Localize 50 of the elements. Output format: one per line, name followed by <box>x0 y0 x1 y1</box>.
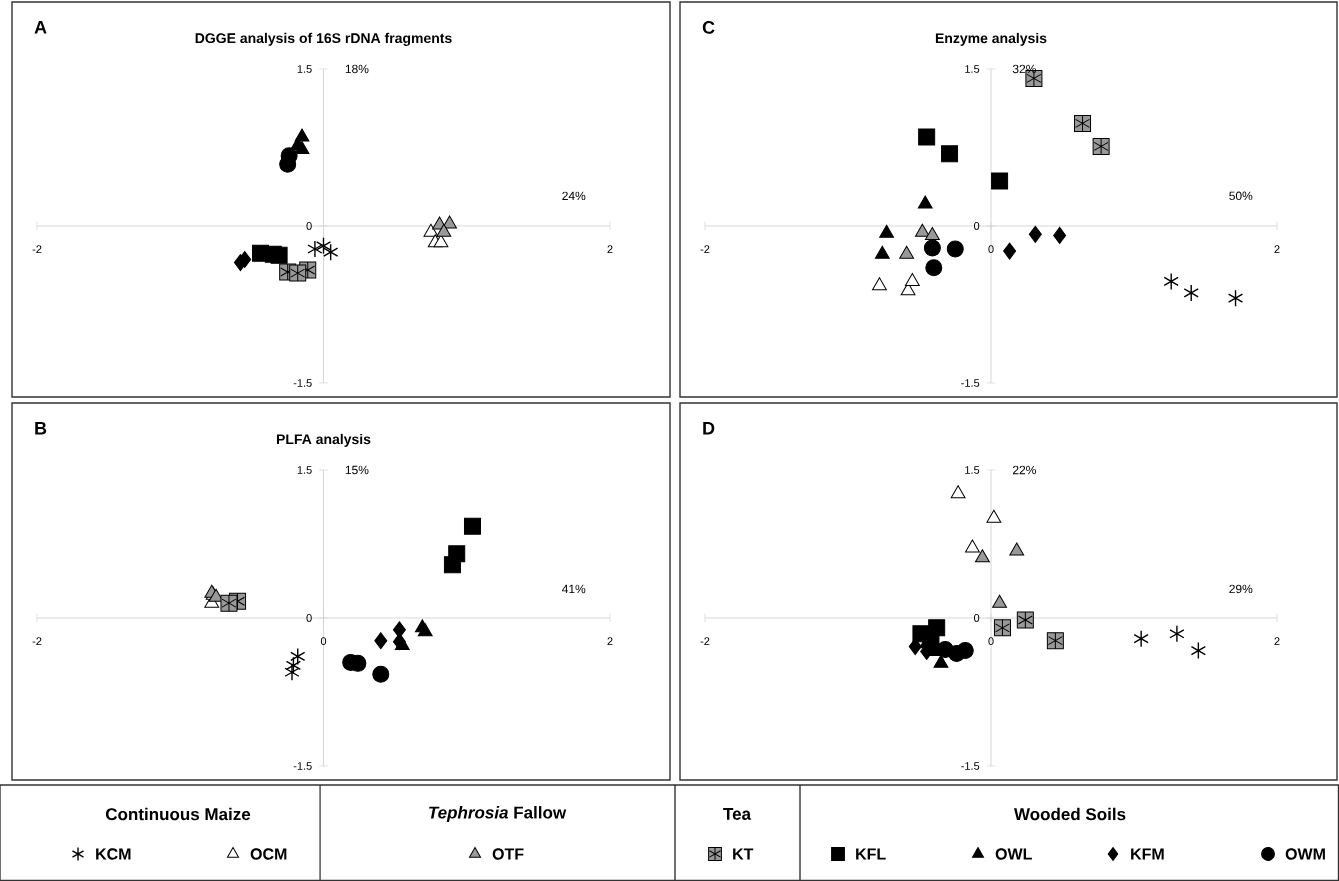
legend-label: OTF <box>492 848 524 860</box>
legend-label: KT <box>733 848 754 860</box>
text: Tephrosia Fallow <box>429 806 567 822</box>
y-tick-label: 0 <box>306 614 312 622</box>
x-tick-label: 2 <box>1274 245 1280 253</box>
x-axis-title: 24% <box>562 191 586 201</box>
y-axis-title: 18% <box>345 64 369 74</box>
x-axis-title: 41% <box>562 584 586 594</box>
text: Continuous Maize <box>105 807 251 821</box>
text: A <box>34 21 47 34</box>
chart-title: Enzyme analysis <box>935 32 1047 46</box>
y-axis-title: 22% <box>1012 465 1036 475</box>
legend-label: OWL <box>995 848 1032 860</box>
x-tick-label: 0 <box>988 637 994 646</box>
x-axis-title: 29% <box>1229 584 1253 594</box>
x-tick-label: -2 <box>700 637 710 645</box>
text: C <box>702 21 715 34</box>
y-tick-label: 1.5 <box>965 65 980 73</box>
x-tick-label: 0 <box>320 637 327 646</box>
x-tick-label: 0 <box>988 245 994 254</box>
legend-label: KCM <box>96 848 131 860</box>
y-tick-label: 0 <box>974 222 980 230</box>
legend-label: KFL <box>856 848 886 860</box>
y-axis-title: 15% <box>345 465 369 475</box>
x-axis-title: 50% <box>1229 191 1253 201</box>
chart-title: DGGE analysis of 16S rDNA fragments <box>195 32 452 46</box>
y-tick-label: 1.5 <box>965 466 980 474</box>
legend-label: OCM <box>250 848 287 860</box>
y-tick-label: 1.5 <box>297 65 312 73</box>
y-axis-title: 32% <box>1012 64 1036 74</box>
y-tick-label: -1.5 <box>961 379 980 387</box>
y-tick-label: -1.5 <box>961 762 980 770</box>
y-tick-label: -1.5 <box>293 379 312 387</box>
x-tick-label: -2 <box>32 245 42 253</box>
y-tick-label: 0 <box>974 614 980 622</box>
y-tick-label: -1.5 <box>293 762 312 770</box>
y-tick-label: 1.5 <box>297 466 312 474</box>
chart-title: PLFA analysis <box>276 433 371 447</box>
x-tick-label: -2 <box>32 637 42 645</box>
x-tick-label: -2 <box>700 245 710 253</box>
text: D <box>703 422 715 435</box>
text: B <box>35 422 47 435</box>
x-tick-label: 2 <box>607 637 613 645</box>
x-tick-label: 2 <box>1274 637 1280 645</box>
text: Tea <box>723 808 752 820</box>
legend-label: KFM <box>1131 848 1164 860</box>
x-tick-label: 2 <box>607 245 613 253</box>
legend-label: OWM <box>1285 848 1325 860</box>
text: Wooded Soils <box>1014 807 1126 821</box>
y-tick-label: 0 <box>306 222 312 230</box>
